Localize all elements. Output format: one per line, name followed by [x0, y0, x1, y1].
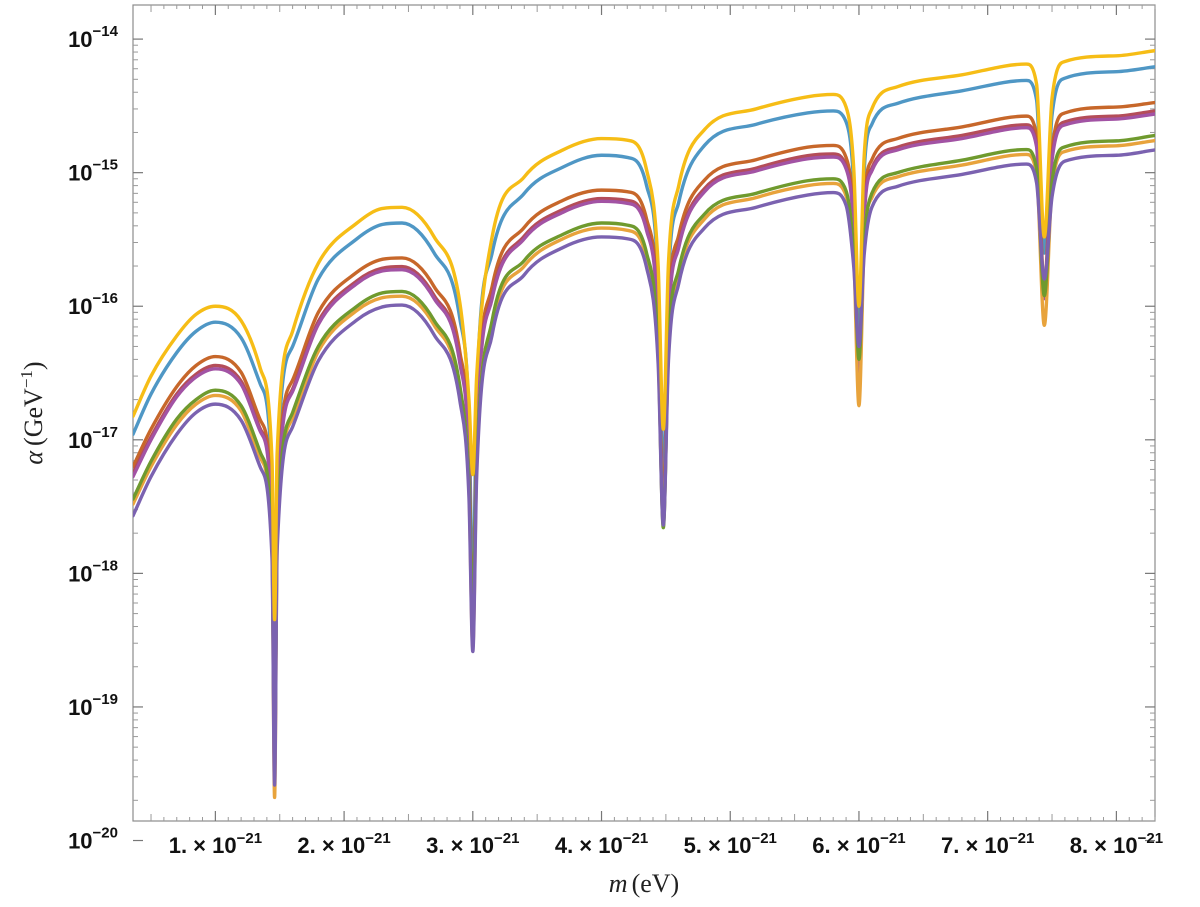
x-tick-label: 2. × 10−21	[297, 830, 390, 858]
y-tick-label: 10−16	[68, 290, 118, 319]
y-axis-unit-suffix: )	[19, 361, 48, 370]
major-ticks	[133, 5, 1155, 842]
x-axis-title: m (eV)	[609, 869, 679, 898]
x-tick-label: 8. × 10−21	[1070, 830, 1163, 858]
y-axis-unit-exp: −1	[17, 370, 36, 388]
series-line-5	[133, 138, 1155, 800]
x-axis-symbol: m	[609, 869, 628, 898]
y-tick-label: 10−17	[68, 424, 118, 453]
series-line-7	[133, 148, 1155, 787]
y-tick-label: 10−15	[68, 157, 118, 186]
x-tick-label: 7. × 10−21	[941, 830, 1034, 858]
x-tick-label: 3. × 10−21	[426, 830, 519, 858]
y-axis-symbol: α	[19, 450, 48, 465]
y-axis-title: α (GeV−1)	[17, 361, 48, 464]
y-axis-unit-prefix: (GeV	[19, 388, 48, 446]
x-tick-label: 4. × 10−21	[555, 830, 648, 858]
series-line-8	[133, 48, 1155, 622]
series-group	[133, 48, 1155, 800]
y-tick-label: 10−19	[68, 691, 118, 720]
y-tick-label: 10−14	[68, 23, 119, 52]
x-tick-label: 1. × 10−21	[169, 830, 262, 858]
x-tick-label: 6. × 10−21	[812, 830, 905, 858]
y-tick-labels: 10−14 10−15 10−16 10−17 10−18 10−19 10−20	[68, 23, 119, 853]
x-axis-unit: (eV)	[632, 869, 680, 898]
y-tick-label: 10−20	[68, 825, 118, 854]
x-tick-labels: 1. × 10−21 2. × 10−21 3. × 10−21 4. × 10−21…	[169, 830, 1163, 858]
x-tick-label: 5. × 10−21	[684, 830, 777, 858]
y-tick-label: 10−18	[68, 557, 118, 586]
